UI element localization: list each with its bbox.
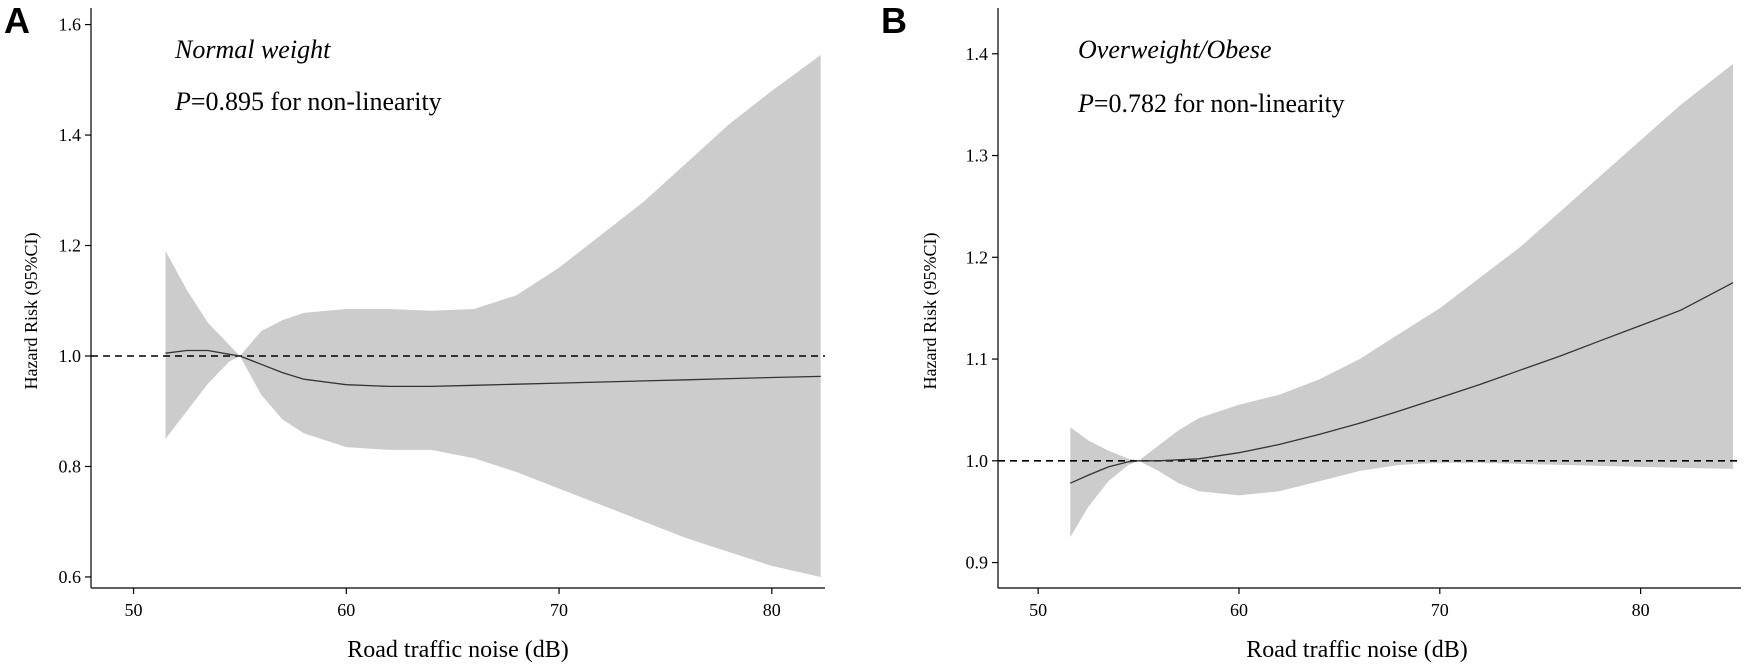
- panel-b: B 0.9 1.0 1.1 1.2 1.3 1.4 50 60 70 80 Overweight/…: [881, 0, 1741, 663]
- panel-b-ci-band: [1070, 64, 1733, 538]
- panel-b-x-tick-label: 70: [1431, 600, 1449, 620]
- panel-b-x-tick-label: 80: [1632, 600, 1650, 620]
- panel-b-p-symbol: P: [1077, 89, 1094, 118]
- panel-a-y-tick-label: 0.6: [59, 567, 82, 587]
- panel-a-plot: 0.6 0.8 1.0 1.2 1.4 1.6 50 60 70 80: [59, 8, 825, 620]
- panel-b-y-tick-label: 1.0: [966, 451, 989, 471]
- panel-a-subtitle: Normal weight: [174, 35, 331, 64]
- panel-b-y-tick-label: 0.9: [966, 553, 989, 573]
- panel-b-letter: B: [881, 0, 907, 41]
- panel-b-x-axis-title: Road traffic noise (dB): [1246, 637, 1468, 663]
- panel-a-letter: A: [4, 0, 30, 41]
- panel-b-hr-line: [1070, 282, 1734, 484]
- panel-b-x-tick-label: 50: [1029, 600, 1047, 620]
- panel-b-p-text: =0.782 for non-linearity: [1094, 89, 1345, 118]
- panel-b-subtitle: Overweight/Obese: [1078, 35, 1272, 64]
- panel-a-hr-line: [165, 349, 821, 388]
- panel-a-ci-band: [165, 55, 821, 577]
- panel-a: A 0.6 0.8 1.0 1.2 1.4 1.6 50 60 70 80 Normal weig…: [4, 0, 825, 663]
- panel-a-p-annotation: P=0.895 for non-linearity: [174, 87, 442, 116]
- panel-b-y-axis-title: Hazard Risk (95%CI): [920, 233, 941, 390]
- panel-a-y-tick-label: 0.8: [59, 456, 82, 476]
- panel-a-x-tick-label: 60: [337, 600, 355, 620]
- panel-b-y-tick-label: 1.3: [966, 146, 989, 166]
- panel-b-y-tick-label: 1.2: [966, 247, 989, 267]
- panel-a-y-tick-label: 1.2: [59, 236, 82, 256]
- panel-a-x-tick-label: 80: [763, 600, 781, 620]
- panel-b-y-tick-label: 1.1: [966, 349, 989, 369]
- panel-a-y-tick-label: 1.0: [59, 346, 82, 366]
- panel-a-y-tick-label: 1.6: [59, 15, 82, 35]
- panel-a-x-tick-label: 50: [125, 600, 143, 620]
- panel-b-y-tick-label: 1.4: [966, 44, 989, 64]
- panel-b-p-annotation: P=0.782 for non-linearity: [1077, 89, 1345, 118]
- panel-a-x-axis-title: Road traffic noise (dB): [347, 637, 569, 663]
- panel-a-y-tick-label: 1.4: [59, 125, 82, 145]
- panel-a-p-symbol: P: [174, 87, 191, 116]
- panel-b-plot: 0.9 1.0 1.1 1.2 1.3 1.4 50 60 70 80: [966, 8, 1741, 620]
- panel-a-x-tick-label: 70: [550, 600, 568, 620]
- panel-b-x-tick-label: 60: [1230, 600, 1248, 620]
- panel-a-y-axis-title: Hazard Risk (95%CI): [21, 233, 42, 390]
- panel-a-p-text: =0.895 for non-linearity: [191, 87, 442, 116]
